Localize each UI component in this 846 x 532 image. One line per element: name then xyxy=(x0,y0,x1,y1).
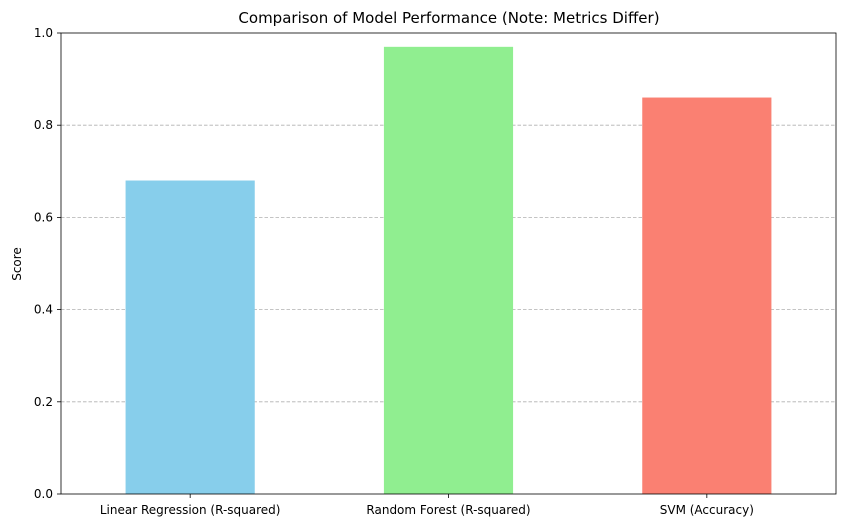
x-tick-label: SVM (Accuracy) xyxy=(660,503,754,517)
y-tick-label: 0.8 xyxy=(34,118,53,132)
y-tick-label: 0.2 xyxy=(34,395,53,409)
bar xyxy=(383,46,514,495)
x-tick-label: Linear Regression (R-squared) xyxy=(100,503,281,517)
y-tick-label: 1.0 xyxy=(34,26,53,40)
bar xyxy=(642,97,772,494)
bar xyxy=(125,180,255,494)
y-axis-label: Score xyxy=(10,247,24,281)
bars-layer xyxy=(125,46,772,495)
y-tick-label: 0.4 xyxy=(34,303,53,317)
y-tick-label: 0.0 xyxy=(34,487,53,501)
x-tick-label: Random Forest (R-squared) xyxy=(366,503,530,517)
ticks-layer: 0.0 0.2 0.4 0.6 0.8 1.0 Linear Regression (R-s… xyxy=(34,26,754,517)
chart-title: Comparison of Model Performance (Note: M… xyxy=(238,9,659,27)
y-tick-label: 0.6 xyxy=(34,210,53,224)
